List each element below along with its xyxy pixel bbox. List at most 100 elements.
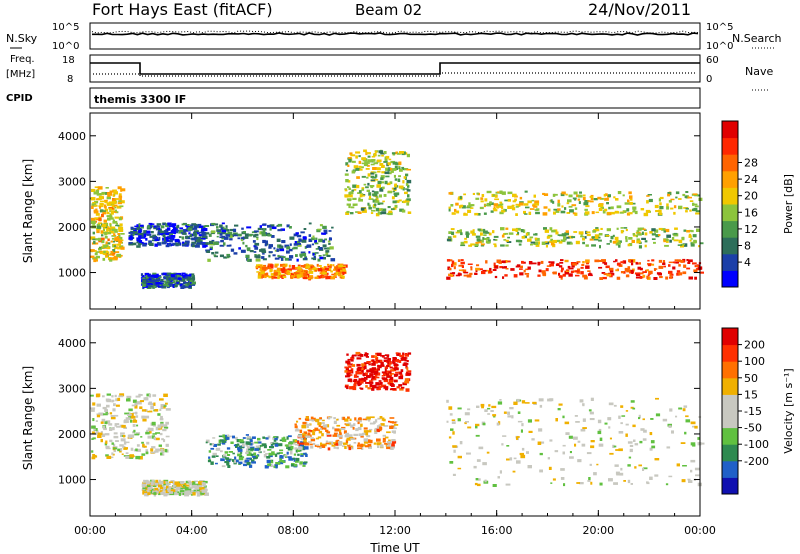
data-cell [324,247,328,250]
data-cell [369,422,375,425]
data-cell [474,272,478,275]
data-cell [576,482,580,484]
data-cell [478,229,484,232]
data-cell [350,363,353,366]
data-cell [322,232,326,235]
data-cell [672,261,676,264]
data-cell [140,225,144,229]
data-cell [119,239,124,242]
data-cell [112,447,118,450]
data-cell [540,441,545,444]
data-cell [143,445,147,448]
data-cell [304,255,307,259]
data-cell [636,274,641,277]
data-cell [156,276,159,280]
data-cell [637,266,642,270]
data-cell [138,456,143,460]
data-cell [339,428,342,432]
data-cell [286,224,290,228]
data-cell [236,443,240,446]
data-cell [95,210,99,213]
data-cell [111,395,114,398]
data-cell [264,243,267,247]
data-cell [642,467,648,470]
data-cell [147,492,151,496]
data-region [344,351,412,392]
data-cell [144,272,150,277]
data-cell [210,447,215,450]
data-cell [450,274,453,277]
data-cell [384,366,388,370]
data-cell [125,452,129,454]
data-cell [646,269,649,272]
data-cell [257,275,262,279]
data-cell [324,238,327,241]
data-cell [658,209,662,213]
data-cell [375,196,379,199]
data-cell [603,193,607,197]
data-cell [98,412,104,416]
data-cell [649,231,653,234]
data-cell [482,422,486,426]
data-cell [379,416,383,419]
data-cell [525,206,530,209]
data-cell [461,265,464,268]
data-cell [326,434,332,437]
data-cell [571,264,575,268]
data-cell [534,200,540,204]
data-cell [105,242,111,245]
data-cell [545,241,548,243]
data-cell [181,485,186,488]
data-cell [474,243,479,247]
data-cell [591,236,595,239]
data-cell [370,212,374,214]
data-cell [385,436,389,439]
data-cell [269,224,275,228]
data-cell [476,192,479,195]
data-cell [399,387,404,391]
data-cell [102,425,106,429]
data-cell [550,239,553,242]
data-cell [279,458,283,462]
data-cell [380,364,385,367]
data-cell [180,481,184,485]
data-cell [393,207,397,210]
data-cell [123,447,128,450]
data-cell [370,416,375,418]
data-cell [91,425,96,429]
data-cell [494,244,497,248]
data-cell [619,472,624,476]
data-cell [351,160,356,163]
data-cell [229,238,233,241]
data-cell [387,358,391,361]
data-cell [588,477,591,481]
data-cell [350,154,356,157]
data-cell [295,270,300,274]
data-cell [279,248,285,252]
data-cell [133,419,137,423]
data-cell [392,440,397,444]
data-cell [181,223,187,226]
data-cell [317,228,322,231]
data-cell [96,414,101,418]
data-cell [599,277,603,280]
data-cell [494,265,499,269]
data-cell [246,446,250,449]
data-cell [383,161,388,163]
data-cell [119,205,124,208]
data-cell [638,272,644,275]
data-cell [303,452,307,455]
data-cell [154,238,160,242]
data-cell [668,261,673,264]
data-cell [463,240,468,244]
data-cell [574,198,577,201]
data-cell [581,264,585,266]
data-cell [291,464,295,467]
data-cell [457,407,462,410]
data-cell [182,242,187,246]
data-cell [209,248,212,251]
data-cell [349,386,354,390]
colorbar-tick-label: 24 [744,173,758,186]
data-cell [593,239,599,241]
data-cell [386,213,391,215]
